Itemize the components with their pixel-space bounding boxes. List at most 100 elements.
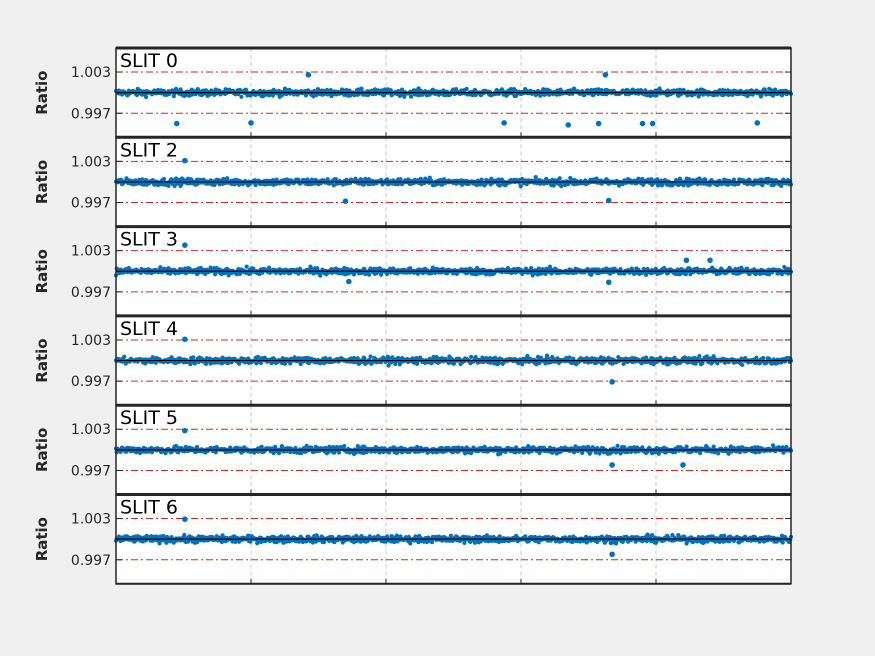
y-tick-label: 0.997 xyxy=(71,196,111,212)
data-point xyxy=(736,181,741,187)
outlier-points xyxy=(182,242,713,286)
data-point xyxy=(239,94,244,99)
data-point xyxy=(362,356,367,361)
data-point xyxy=(643,88,648,93)
data-point xyxy=(191,355,196,360)
outlier-point xyxy=(342,198,349,204)
panel-title: SLIT 4 xyxy=(120,318,178,340)
outlier-point xyxy=(605,279,612,286)
data-point xyxy=(388,88,393,93)
data-point xyxy=(643,355,649,360)
data-point xyxy=(731,177,737,182)
data-point xyxy=(267,265,272,270)
data-point xyxy=(355,356,360,361)
data-point xyxy=(226,273,231,278)
panel-title: SLIT 2 xyxy=(120,139,178,161)
data-point xyxy=(567,355,572,360)
data-point xyxy=(464,86,469,91)
data-point xyxy=(296,177,301,182)
data-points xyxy=(113,264,794,278)
data-point xyxy=(143,94,149,100)
y-tick-label: 0.997 xyxy=(71,106,111,122)
outlier-point xyxy=(305,71,312,78)
y-tick-label: 0.997 xyxy=(71,374,111,390)
data-point xyxy=(324,87,330,93)
panel-title: SLIT 5 xyxy=(120,407,178,429)
data-point xyxy=(653,266,658,271)
outlier-point xyxy=(680,462,686,468)
data-point xyxy=(368,354,373,359)
data-point xyxy=(525,353,530,358)
data-point xyxy=(496,360,502,366)
outlier-point xyxy=(173,120,180,127)
data-point xyxy=(707,182,713,187)
data-point xyxy=(559,184,564,189)
data-point xyxy=(378,272,384,277)
panel-1: 1.003 0.997 Ratio SLIT 2 xyxy=(33,135,794,228)
data-point xyxy=(621,361,626,366)
panel-title: SLIT 3 xyxy=(120,229,178,251)
y-tick-label: 1.003 xyxy=(71,333,111,349)
outlier-point xyxy=(649,120,656,127)
data-point xyxy=(547,264,553,269)
panel-title: SLIT 0 xyxy=(120,50,178,72)
y-tick-label: 1.003 xyxy=(71,154,111,170)
data-points xyxy=(113,353,794,368)
outlier-point xyxy=(602,71,609,78)
data-point xyxy=(505,266,511,271)
data-point xyxy=(533,175,538,180)
data-point xyxy=(754,355,759,360)
data-point xyxy=(318,273,323,278)
data-point xyxy=(649,177,654,182)
outlier-point xyxy=(609,462,615,468)
y-axis-label: Ratio xyxy=(33,160,51,204)
data-point xyxy=(683,355,688,360)
data-point xyxy=(430,265,435,270)
data-point xyxy=(615,443,620,448)
data-point xyxy=(469,354,474,360)
data-point xyxy=(672,355,677,360)
data-point xyxy=(657,86,662,91)
data-point xyxy=(677,272,682,277)
outlier-point xyxy=(609,379,615,385)
data-point xyxy=(730,92,735,97)
outlier-point xyxy=(683,257,690,264)
outlier-point xyxy=(182,242,188,248)
data-point xyxy=(315,266,320,271)
data-point xyxy=(469,267,474,272)
outlier-point xyxy=(595,120,602,127)
outlier-point xyxy=(639,120,646,127)
y-tick-label: 1.003 xyxy=(71,244,111,260)
data-point xyxy=(557,176,562,181)
data-point xyxy=(325,177,330,182)
data-point xyxy=(451,361,456,366)
outlier-point xyxy=(501,120,507,126)
outlier-points xyxy=(173,48,761,128)
data-point xyxy=(288,361,293,366)
data-point xyxy=(782,264,787,270)
data-point xyxy=(654,93,659,98)
data-point xyxy=(244,264,249,269)
outlier-point xyxy=(605,197,612,204)
y-tick-label: 0.997 xyxy=(71,285,111,301)
data-point xyxy=(704,354,710,359)
data-point xyxy=(282,361,288,366)
data-point xyxy=(618,266,623,272)
data-point xyxy=(520,362,525,367)
outlier-points xyxy=(182,157,612,204)
data-point xyxy=(402,94,407,99)
data-point xyxy=(543,271,548,276)
outlier-point xyxy=(182,427,188,434)
data-point xyxy=(398,177,403,182)
data-point xyxy=(336,450,342,455)
data-point xyxy=(518,184,523,189)
outlier-point xyxy=(707,257,713,264)
outlier-point xyxy=(754,120,761,126)
y-tick-label: 1.003 xyxy=(71,65,111,81)
data-point xyxy=(366,272,372,277)
